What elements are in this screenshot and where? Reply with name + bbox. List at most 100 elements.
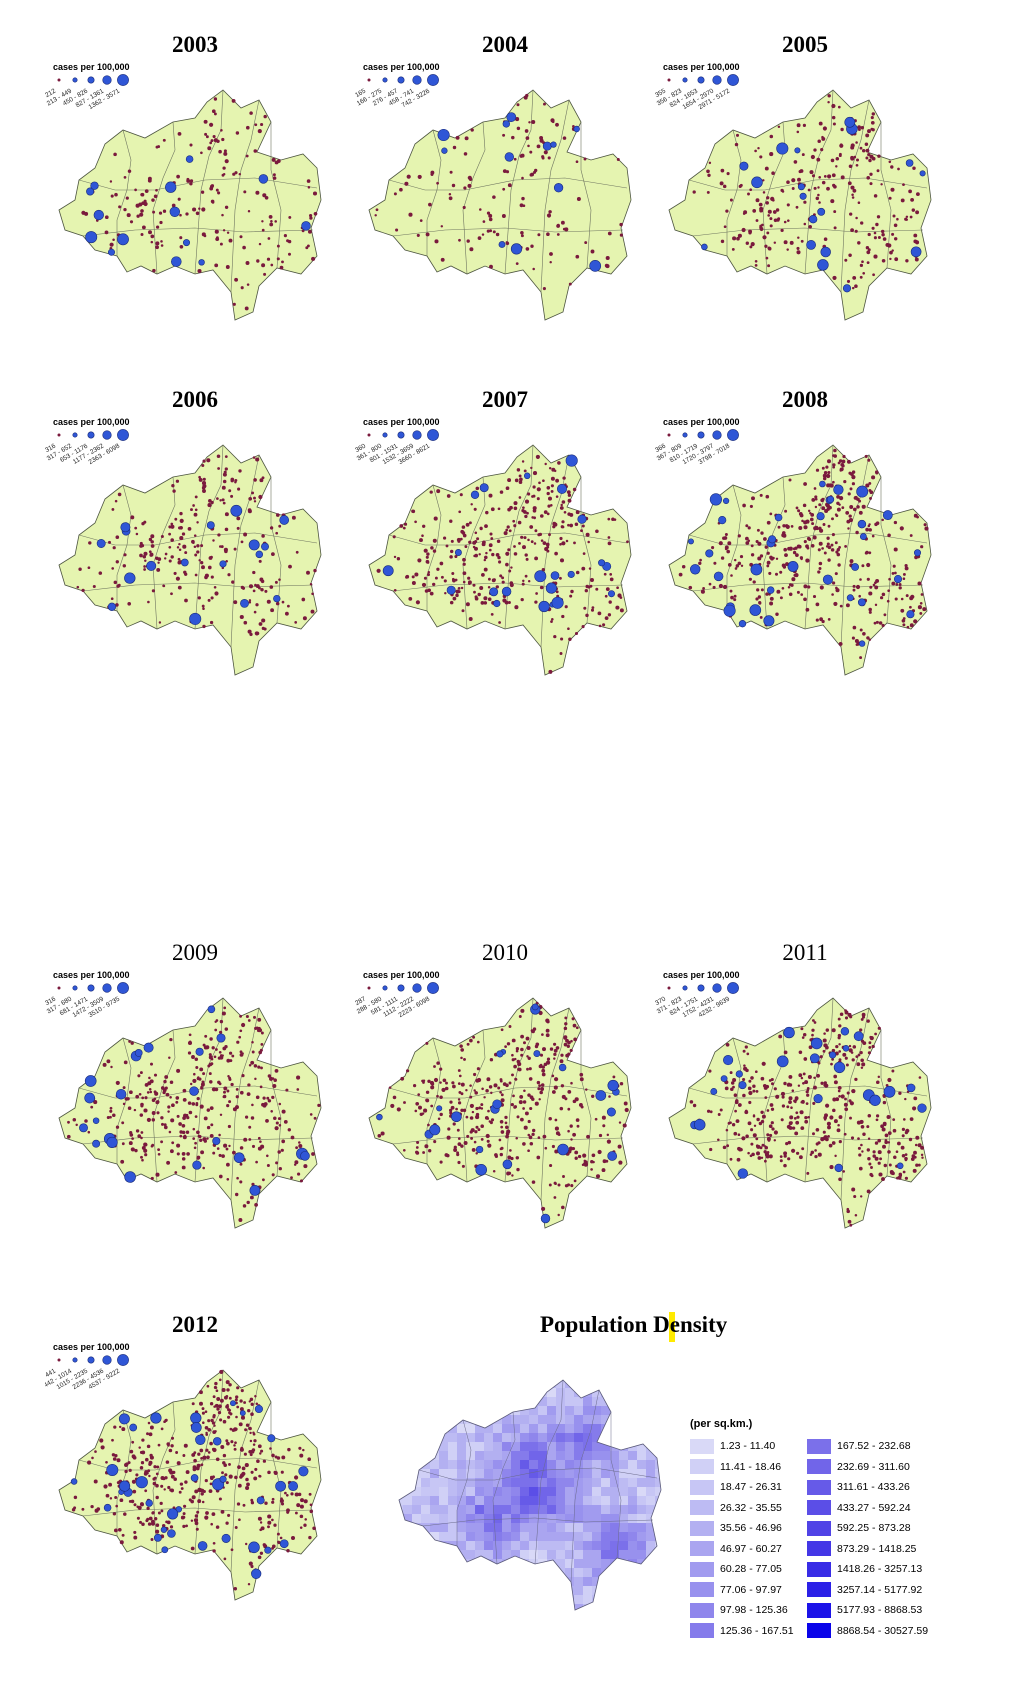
density-cell (448, 1550, 458, 1560)
case-dot-large (192, 1160, 202, 1170)
case-dot (801, 153, 805, 157)
density-cell (399, 1523, 404, 1533)
case-dot (707, 173, 711, 177)
case-dot (555, 122, 559, 127)
case-dot (258, 1475, 262, 1478)
case-dot (456, 1151, 460, 1155)
density-cell (475, 1559, 485, 1569)
case-dot (102, 1062, 107, 1067)
case-dot (433, 1140, 437, 1144)
case-dot (217, 1056, 222, 1060)
case-dot (202, 477, 206, 481)
density-cell (475, 1469, 485, 1479)
case-dot-large (119, 1480, 131, 1492)
case-dot (456, 1128, 460, 1132)
case-dot (769, 152, 774, 157)
case-dot (865, 527, 869, 532)
case-dot (838, 1058, 842, 1062)
density-cell (637, 1451, 647, 1461)
density-cell (439, 1380, 449, 1389)
case-dot (513, 501, 518, 506)
density-cell (538, 1577, 548, 1587)
case-dot (563, 1042, 568, 1047)
case-dot-large (573, 125, 580, 133)
case-dot (520, 1117, 524, 1122)
case-dot (798, 1073, 803, 1078)
density-cell (412, 1460, 422, 1470)
case-dot (140, 1461, 145, 1465)
density-cell (538, 1433, 548, 1443)
density-cell (421, 1433, 431, 1443)
case-dot (559, 1106, 564, 1111)
case-dot (699, 558, 702, 562)
case-dot (837, 1017, 841, 1021)
case-dot (245, 261, 250, 265)
case-dot (827, 618, 831, 621)
case-dot (788, 1074, 793, 1079)
density-cell (403, 1496, 413, 1506)
density-cell (646, 1397, 656, 1407)
case-dot (847, 181, 852, 186)
case-dot (441, 1087, 446, 1092)
case-dot (151, 1118, 156, 1122)
density-cell (403, 1406, 413, 1416)
case-dot (414, 572, 419, 577)
case-dot (768, 1079, 772, 1082)
case-dot (539, 1053, 544, 1057)
density-cell (583, 1451, 593, 1461)
case-dot (458, 1090, 462, 1094)
legend-symbol (87, 1356, 95, 1364)
case-dot (497, 1086, 501, 1090)
case-dot (181, 1152, 186, 1156)
case-dot (791, 1089, 795, 1092)
density-cell (556, 1523, 566, 1533)
case-dot (607, 541, 612, 546)
density-cell (664, 1541, 673, 1550)
case-dot (549, 260, 552, 264)
case-dot-large (134, 1049, 143, 1057)
case-dot (547, 156, 551, 160)
case-dot (803, 482, 807, 486)
case-dot (222, 229, 226, 232)
case-dot (569, 1124, 573, 1128)
case-dot (822, 1130, 826, 1134)
case-dot (761, 1143, 765, 1147)
case-dot (258, 242, 262, 246)
legend-title: cases per 100,000 (363, 970, 440, 980)
density-cell (655, 1478, 661, 1488)
case-dot (534, 600, 538, 604)
case-dot (167, 1110, 170, 1113)
case-dot (523, 469, 527, 473)
density-class-label: 11.41 - 18.46 (720, 1460, 782, 1473)
case-dot (882, 1144, 886, 1149)
density-cell (574, 1523, 584, 1533)
density-cell (646, 1451, 656, 1461)
case-dot (115, 535, 120, 539)
case-dot (209, 1106, 214, 1111)
case-dot-large (189, 1086, 199, 1096)
case-dot (524, 499, 530, 504)
case-dot (460, 1144, 464, 1148)
case-dot (210, 1057, 214, 1061)
case-dot (105, 1493, 110, 1498)
case-dot (259, 478, 264, 483)
case-dot (94, 1450, 97, 1453)
case-dot (429, 490, 433, 494)
legend-symbol (682, 432, 688, 438)
density-swatch (807, 1520, 831, 1536)
density-cell (574, 1604, 584, 1610)
case-dot-large (496, 1050, 504, 1058)
case-dot (541, 156, 545, 160)
density-cell (529, 1460, 539, 1470)
district-border (688, 177, 928, 191)
case-dot (850, 156, 855, 161)
case-dot (764, 244, 768, 248)
density-cell (421, 1487, 431, 1497)
density-cell (475, 1433, 485, 1443)
case-dot (782, 524, 786, 528)
case-dot (269, 1447, 272, 1450)
case-dot (186, 1116, 190, 1120)
case-dot (827, 524, 831, 528)
density-cell (637, 1577, 647, 1587)
